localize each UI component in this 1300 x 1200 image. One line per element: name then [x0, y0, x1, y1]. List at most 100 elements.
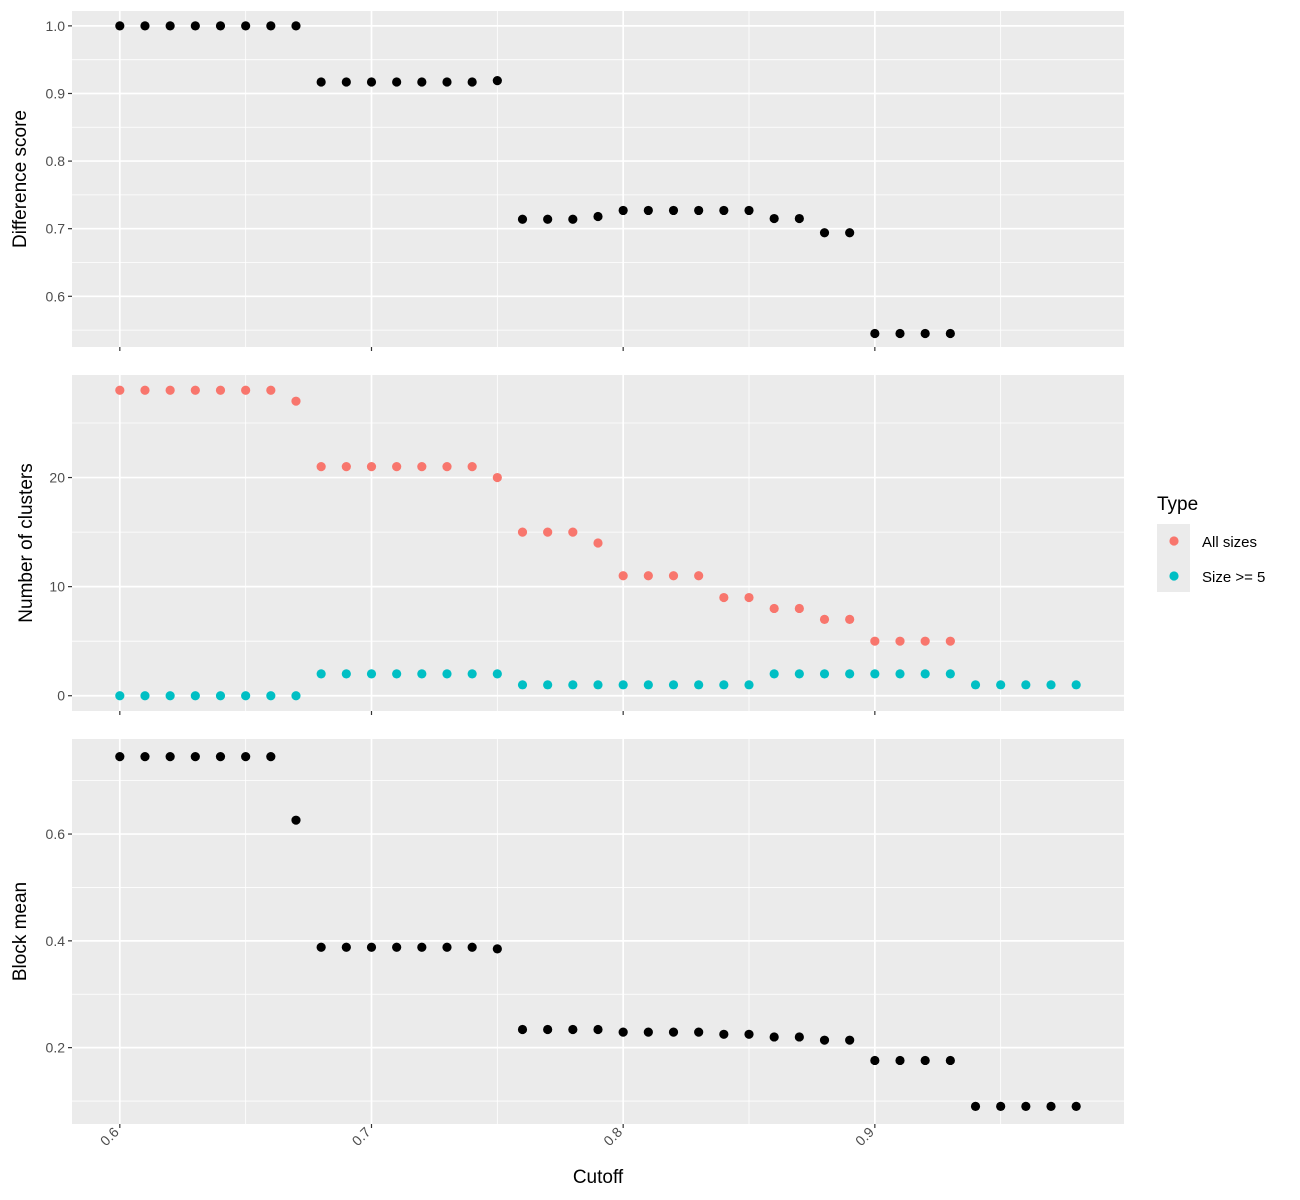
data-point — [794, 1032, 804, 1042]
data-point — [467, 942, 477, 952]
data-point — [920, 328, 930, 339]
data-point — [291, 691, 301, 701]
data-point — [366, 462, 377, 472]
data-point — [769, 603, 779, 614]
data-point — [165, 691, 175, 701]
data-point — [366, 77, 377, 87]
data-point — [140, 691, 150, 701]
data-point — [593, 211, 603, 222]
data-point — [568, 214, 578, 224]
legend-key-size-5 — [1169, 571, 1179, 581]
data-point — [140, 385, 150, 395]
data-point — [241, 752, 251, 762]
data-point — [668, 1027, 679, 1037]
data-point — [819, 228, 830, 238]
data-point — [945, 328, 955, 339]
data-point — [190, 21, 200, 31]
data-point — [241, 691, 251, 701]
data-point — [215, 385, 226, 395]
data-point — [517, 214, 528, 224]
y-tick-label: 0.7 — [46, 221, 66, 237]
data-point — [115, 385, 125, 395]
data-point — [568, 680, 578, 690]
y-axis-title: Number of clusters — [16, 463, 37, 622]
data-point — [1021, 680, 1031, 690]
x-axis-title: Cutoff — [573, 1167, 624, 1188]
data-point — [442, 942, 452, 952]
y-tick-label: 20 — [49, 470, 65, 486]
data-point — [291, 21, 301, 31]
data-point — [618, 205, 628, 216]
data-point — [643, 1027, 653, 1037]
y-tick-label: 0.6 — [46, 826, 66, 842]
x-tick-label: 0.8 — [600, 1124, 625, 1149]
data-point — [492, 76, 502, 86]
data-point — [694, 680, 704, 690]
data-point — [417, 462, 427, 472]
x-tick-label: 0.9 — [852, 1124, 877, 1149]
data-point — [517, 680, 528, 690]
data-point — [694, 205, 704, 216]
data-point — [467, 462, 477, 472]
data-point — [341, 462, 351, 472]
data-point — [140, 752, 150, 762]
data-point — [316, 669, 326, 679]
data-point — [517, 527, 528, 537]
data-point — [895, 328, 905, 339]
data-point — [1021, 1101, 1031, 1111]
data-point — [543, 680, 553, 690]
data-point — [341, 77, 351, 87]
data-point — [845, 1035, 855, 1045]
data-point — [215, 21, 226, 31]
data-point — [668, 571, 679, 581]
data-point — [366, 669, 377, 679]
data-point — [719, 680, 729, 690]
data-point — [392, 462, 402, 472]
data-point — [920, 636, 930, 646]
data-point — [920, 669, 930, 679]
data-point — [744, 592, 754, 603]
data-point — [996, 680, 1006, 690]
data-point — [467, 77, 477, 87]
data-point — [417, 77, 427, 87]
data-point — [568, 1024, 578, 1035]
data-point — [744, 680, 754, 690]
data-point — [190, 691, 200, 701]
data-point — [618, 680, 628, 690]
data-point — [870, 1055, 880, 1066]
data-point — [845, 228, 855, 238]
data-point — [341, 942, 351, 952]
data-point — [215, 691, 226, 701]
data-point — [392, 77, 402, 87]
data-point — [945, 669, 955, 679]
data-point — [719, 592, 729, 603]
y-tick-label: 1.0 — [46, 18, 66, 34]
data-point — [769, 1032, 779, 1042]
y-tick-label: 0.8 — [46, 153, 66, 169]
data-point — [945, 1055, 955, 1066]
data-point — [895, 669, 905, 679]
data-point — [996, 1101, 1006, 1111]
data-point — [442, 462, 452, 472]
data-point — [970, 680, 981, 690]
data-point — [845, 614, 855, 624]
data-point — [266, 752, 276, 762]
data-point — [1046, 1101, 1056, 1111]
data-point — [165, 21, 175, 31]
data-point — [241, 385, 251, 395]
y-axis-title: Difference score — [10, 110, 31, 248]
data-point — [190, 752, 200, 762]
data-point — [643, 205, 653, 216]
data-point — [769, 213, 779, 224]
y-tick-label: 0.6 — [46, 288, 66, 304]
data-point — [366, 942, 377, 952]
data-point — [970, 1101, 981, 1111]
data-point — [215, 752, 226, 762]
y-tick-label: 10 — [49, 579, 65, 595]
data-point — [593, 680, 603, 690]
data-point — [392, 669, 402, 679]
data-point — [115, 752, 125, 762]
data-point — [492, 944, 502, 954]
data-point — [769, 669, 779, 679]
